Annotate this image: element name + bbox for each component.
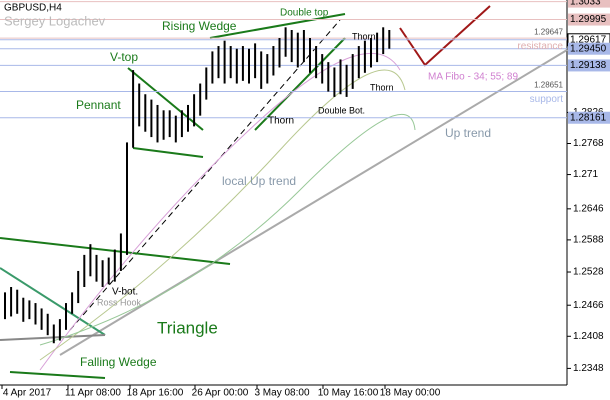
y-tick-label: 1.2408	[573, 331, 604, 342]
y-tick-label: 1.271	[573, 169, 598, 180]
annotation: Double top	[280, 8, 329, 19]
pennant-bottom	[132, 147, 204, 158]
y-tick-label: 1.2466	[573, 300, 604, 311]
wedge-upper	[209, 13, 346, 39]
price-bars	[4, 27, 391, 344]
up-trend-line	[59, 49, 568, 356]
level-box	[568, 111, 610, 124]
annotation: Double Bot.	[318, 105, 365, 115]
ma-34	[39, 52, 401, 371]
annotation: V-bot.	[112, 287, 138, 298]
y-tick-label: 1.2646	[573, 203, 604, 214]
level-box	[568, 13, 610, 26]
x-tick-label: 26 Apr 00:00	[192, 388, 249, 399]
annotation: Pennant	[76, 98, 121, 112]
level-name: support	[530, 94, 564, 105]
x-tick-label: 18 Apr 16:00	[127, 388, 184, 399]
annotation: Thorn	[268, 116, 294, 127]
annotations: Rising Wedge Double top V-top Pennant Th…	[76, 8, 518, 370]
x-tick-label: 4 Apr 2017	[3, 388, 52, 399]
wedge-mid	[0, 334, 106, 341]
level-label: 1.29450	[570, 43, 607, 54]
annotation: Falling Wedge	[80, 355, 157, 369]
ma-89	[39, 113, 416, 346]
pennant-top	[127, 67, 204, 131]
level-name: resistance	[517, 41, 563, 52]
annotation: Thorn	[370, 82, 394, 92]
y-tick-label: 1.2348	[573, 363, 604, 374]
annotation: V-top	[110, 50, 138, 64]
x-tick-label: 11 Apr 08:00	[65, 388, 121, 399]
y-tick-label: 1.2588	[573, 235, 604, 246]
y-tick-label: 1.2768	[573, 138, 604, 149]
wedge-top	[0, 267, 106, 336]
annotation: Ross Hook	[97, 297, 142, 307]
chart-title: GBPUSD,H4	[4, 3, 62, 14]
x-tick-label: 10 May 16:00	[318, 388, 379, 399]
level-box	[568, 42, 610, 55]
annotation: MA Fibo - 34; 55; 89	[428, 72, 518, 83]
annotation: Up trend	[445, 126, 491, 140]
level-label: 1.28161	[570, 112, 607, 123]
level-value: 1.28651	[534, 81, 563, 90]
drawings	[0, 5, 568, 379]
x-tick-label: 18 May 00:00	[380, 388, 441, 399]
level-label: 1.29995	[570, 14, 607, 25]
wedge-lower	[254, 37, 346, 131]
local-trend-line	[69, 19, 341, 331]
levels	[0, 1, 567, 119]
ma-55	[39, 69, 406, 361]
annotation: Thorn	[352, 31, 376, 41]
level-box	[568, 0, 610, 8]
annotation: local Up trend	[222, 174, 296, 188]
annotation: Rising Wedge	[162, 19, 237, 33]
x-tick-label: 3 May 08:00	[254, 388, 309, 399]
annotation: Triangle	[157, 318, 218, 337]
level-label: 1.3033	[570, 0, 601, 7]
level-label: 1.29138	[570, 60, 607, 71]
y-tick-label: 1.2528	[573, 267, 604, 278]
level-label: 1.29617	[570, 34, 607, 45]
level-box	[568, 59, 610, 72]
level-value: 1.29647	[534, 27, 563, 36]
author: Sergey Logachev	[4, 13, 106, 28]
wedge-bottom	[9, 371, 106, 379]
